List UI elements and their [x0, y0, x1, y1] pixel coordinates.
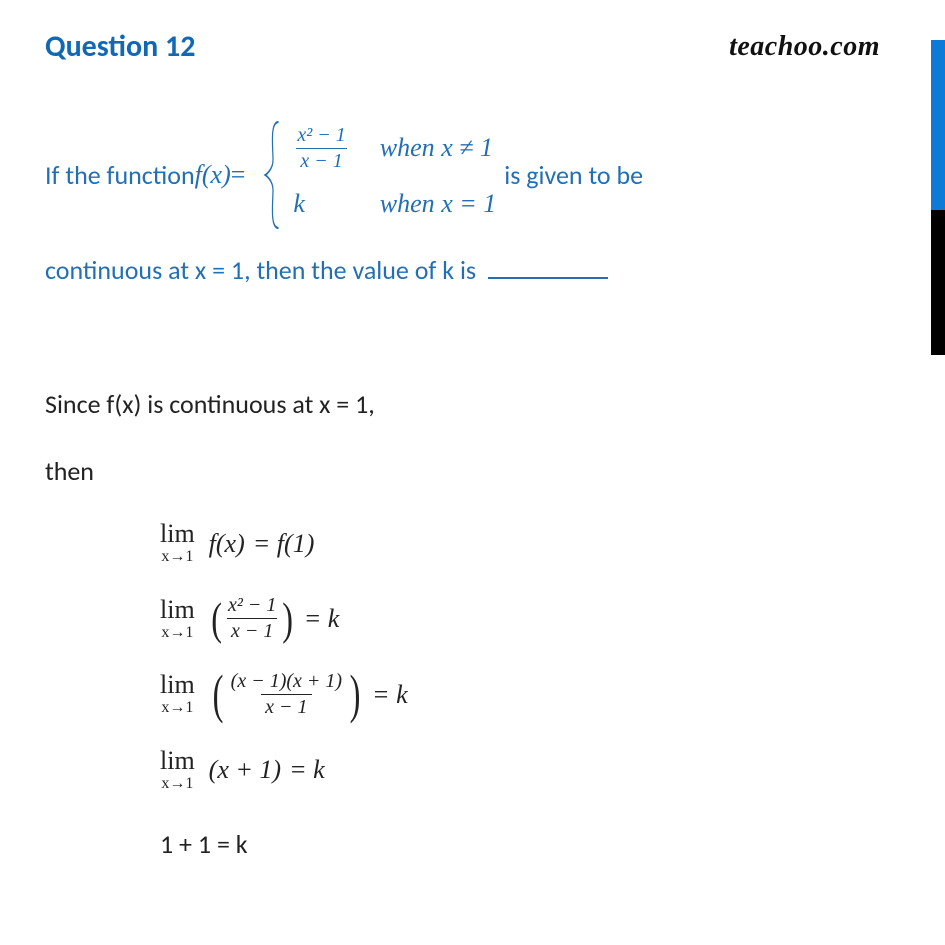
header: Question 12 teachoo.com	[45, 28, 880, 65]
question-title: Question 12	[45, 28, 195, 65]
step4-rhs: = k	[289, 745, 325, 794]
question-line-2: continuous at x = 1, then the value of k…	[45, 248, 875, 292]
step2-num: x² − 1	[224, 595, 280, 618]
step3-den: x − 1	[261, 694, 311, 718]
q-text-suffix1: is given to be	[504, 153, 643, 197]
question-block: If the function f(x) = x² − 1 x − 1	[45, 120, 875, 292]
piecewise-definition: x² − 1 x − 1 when x ≠ 1 k when x = 1	[253, 120, 496, 230]
q-text-prefix: If the function	[45, 153, 195, 197]
side-stripe-black	[931, 210, 945, 355]
step5-text: 1 + 1 = k	[160, 820, 248, 869]
step-4: lim x→1 (x + 1) = k	[160, 745, 875, 794]
lim-2: lim x→1	[160, 597, 195, 641]
step2-rhs: = k	[304, 594, 340, 643]
q-fx: f(x)	[195, 153, 231, 197]
steps: lim x→1 f(x) = f(1) lim x→1 ( x² − 1 x −…	[160, 519, 875, 870]
question-line-1: If the function f(x) = x² − 1 x − 1	[45, 120, 875, 230]
sol-intro-1: Since f(x) is continuous at x = 1,	[45, 380, 875, 429]
step3-num: (x − 1)(x + 1)	[227, 671, 346, 694]
solution-block: Since f(x) is continuous at x = 1, then …	[45, 380, 875, 870]
q-line2-text: continuous at x = 1, then the value of k…	[45, 254, 482, 286]
step-2: lim x→1 ( x² − 1 x − 1 ) = k	[160, 594, 875, 643]
step1-rhs: = f(1)	[253, 519, 315, 568]
step3-rhs: = k	[372, 670, 408, 719]
answer-blank	[488, 277, 608, 279]
case1-num: x² − 1	[293, 125, 349, 148]
q-eq: =	[231, 153, 246, 197]
case1-expr: x² − 1 x − 1	[293, 124, 349, 172]
sol-intro-2: then	[45, 447, 875, 496]
left-brace-icon	[262, 120, 284, 230]
step3-paren: ( (x − 1)(x + 1) x − 1 )	[209, 671, 364, 718]
step1-body: f(x)	[209, 519, 245, 568]
step2-den: x − 1	[227, 618, 277, 642]
side-stripe-blue	[931, 40, 945, 210]
brand-logo: teachoo.com	[729, 31, 880, 63]
step4-body: (x + 1)	[209, 745, 281, 794]
case1-den: x − 1	[296, 148, 346, 172]
page: Question 12 teachoo.com If the function …	[0, 0, 945, 945]
lim-1: lim x→1	[160, 521, 195, 565]
step2-paren: ( x² − 1 x − 1 )	[209, 595, 296, 642]
cases-grid: x² − 1 x − 1 when x ≠ 1 k when x = 1	[293, 124, 496, 226]
case2-expr: k	[293, 182, 349, 226]
case1-cond: when x ≠ 1	[380, 126, 496, 170]
lim-3: lim x→1	[160, 672, 195, 716]
step-3: lim x→1 ( (x − 1)(x + 1) x − 1 ) = k	[160, 670, 875, 719]
step-5: 1 + 1 = k	[160, 820, 875, 869]
case2-cond: when x = 1	[380, 182, 496, 226]
lim-4: lim x→1	[160, 748, 195, 792]
step-1: lim x→1 f(x) = f(1)	[160, 519, 875, 568]
